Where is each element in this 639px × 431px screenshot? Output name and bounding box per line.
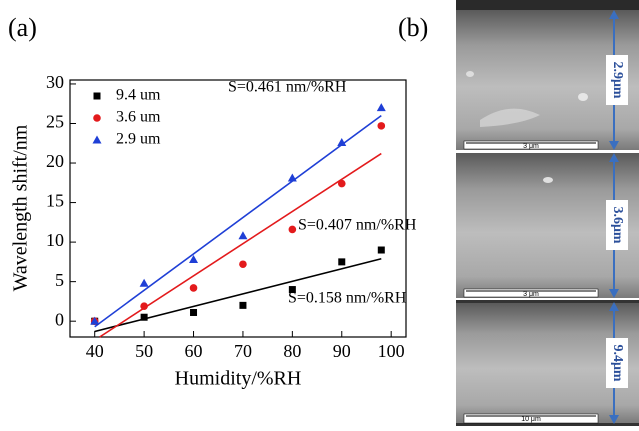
diameter-label: 2.9μm [610, 61, 625, 98]
data-point [287, 173, 297, 182]
x-tick-label: 60 [185, 341, 203, 361]
annotation: S=0.407 nm/%RH [298, 217, 417, 234]
scale-bar-label: 3 μm [523, 143, 539, 150]
legend-marker [92, 135, 102, 144]
data-point [377, 246, 385, 254]
data-point [376, 103, 386, 112]
y-tick-label: 5 [55, 270, 64, 290]
diameter-label: 3.6μm [610, 206, 625, 243]
plot-frame [69, 79, 407, 338]
legend-label: 2.9 um [116, 131, 161, 148]
data-point [140, 313, 148, 321]
y-tick-label: 25 [46, 112, 64, 132]
diameter-label: 9.4μm [610, 344, 625, 381]
data-point [238, 231, 248, 240]
x-tick-label: 90 [333, 341, 351, 361]
y-tick-label: 20 [46, 151, 64, 171]
legend-label: 9.4 um [116, 87, 161, 104]
legend-label: 3.6 um [116, 109, 161, 126]
data-point [140, 302, 148, 310]
data-point [338, 258, 346, 266]
scale-bar-label: 3 μm [523, 291, 539, 298]
annotation: S=0.461 nm/%RH [228, 79, 347, 96]
y-axis-label: Wavelength shift/nm [10, 124, 32, 291]
data-point [337, 137, 347, 146]
data-point [189, 255, 199, 264]
x-tick-label: 100 [378, 341, 405, 361]
data-point [337, 179, 346, 188]
x-tick-label: 40 [86, 341, 104, 361]
sem-image: 10 μm [456, 300, 639, 426]
y-tick-label: 0 [55, 309, 64, 329]
data-point [239, 301, 247, 309]
x-tick-label: 80 [283, 341, 301, 361]
x-tick-label: 70 [234, 341, 252, 361]
scale-bar-label: 10 μm [521, 416, 541, 423]
legend-marker [93, 114, 101, 122]
data-point [288, 225, 297, 234]
x-axis-label: Humidity/%RH [175, 368, 302, 390]
data-point [377, 122, 386, 130]
data-point [239, 260, 247, 269]
y-tick-label: 30 [46, 72, 64, 92]
fit-line [94, 114, 382, 328]
diameter-labels: 2.9μm 3.6μm 9.4μm [606, 55, 628, 388]
data-point [288, 286, 296, 294]
legend-marker [93, 92, 101, 100]
data-point [139, 278, 149, 287]
data-point [90, 316, 100, 325]
data-point [190, 308, 198, 316]
y-tick-label: 10 [46, 230, 64, 250]
y-tick-label: 15 [46, 191, 64, 211]
data-point [189, 284, 198, 292]
x-tick-label: 50 [135, 341, 153, 361]
panel-label: (a) [8, 13, 37, 42]
panel-label: (b) [398, 13, 428, 42]
annotation: S=0.158 nm/%RH [288, 290, 407, 307]
